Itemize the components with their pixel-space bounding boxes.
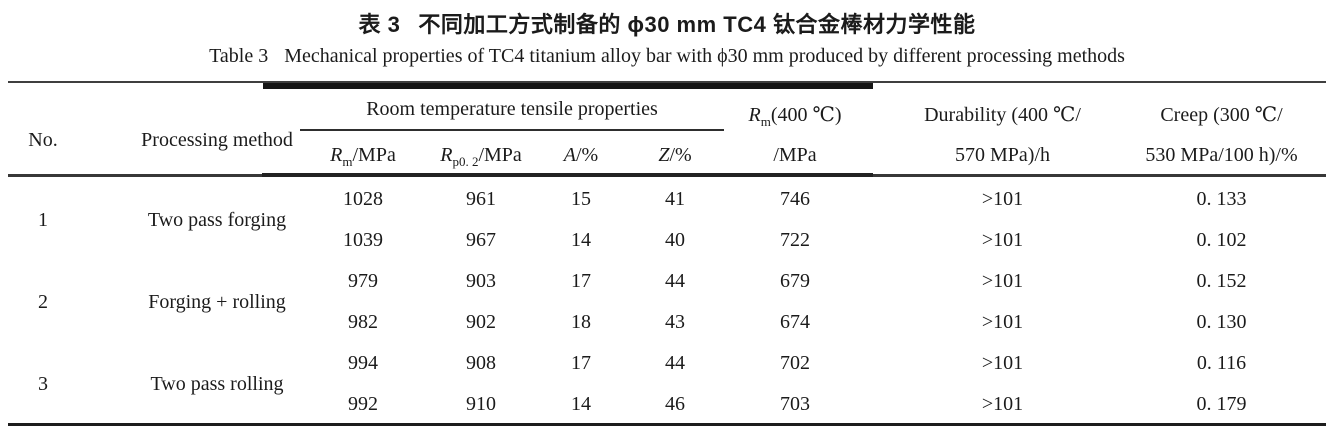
creep-line2: 530 MPa/100 h)/% bbox=[1145, 143, 1298, 166]
table-row: 982 902 18 43 674 >101 0. 130 bbox=[8, 302, 1326, 343]
mechanical-properties-table: No. Processing method Room temperature t… bbox=[8, 90, 1326, 425]
cell-z: 46 bbox=[665, 393, 685, 415]
cell-rp02: 903 bbox=[466, 270, 496, 292]
table-title-zh-label: 表 3 bbox=[358, 12, 401, 37]
table-header-bottom-rule-thick-segment bbox=[262, 173, 873, 177]
table-title-english: Table 3 Mechanical properties of TC4 tita… bbox=[0, 45, 1334, 68]
group-method: Two pass rolling bbox=[150, 372, 284, 395]
group-method: Two pass forging bbox=[147, 208, 287, 231]
table-title-zh-text: 不同加工方式制备的 ϕ30 mm TC4 钛合金棒材力学性能 bbox=[418, 12, 976, 37]
group-no: 3 bbox=[38, 372, 48, 395]
rm400-subscript: m bbox=[760, 113, 771, 129]
cell-rm: 1028 bbox=[343, 188, 383, 210]
cell-rp02: 902 bbox=[466, 311, 496, 333]
cell-rm400: 702 bbox=[780, 352, 811, 374]
z-unit: /% bbox=[669, 143, 692, 166]
group-no: 1 bbox=[38, 208, 48, 231]
cell-creep: 0. 116 bbox=[1196, 352, 1247, 374]
durability-line2: 570 MPa)/h bbox=[955, 143, 1051, 166]
cell-durability: >101 bbox=[981, 188, 1024, 210]
header-row-1: No. Processing method Room temperature t… bbox=[8, 90, 1326, 166]
header-rm-400: Rm(400 ℃) /MPa bbox=[724, 90, 866, 179]
cell-rm: 992 bbox=[348, 393, 378, 415]
header-durability: Durability (400 ℃/ 570 MPa)/h bbox=[866, 90, 1117, 179]
data-table-wrapper: No. Processing method Room temperature t… bbox=[8, 90, 1326, 425]
cell-durability: >101 bbox=[981, 229, 1024, 251]
cell-durability: >101 bbox=[981, 352, 1024, 374]
rm-symbol: R bbox=[330, 143, 343, 166]
rm400-symbol: R bbox=[748, 103, 761, 126]
header-rm: Rm/MPa bbox=[300, 130, 426, 179]
a-symbol: A bbox=[563, 143, 576, 166]
cell-rm: 994 bbox=[348, 352, 378, 374]
rm-subscript: m bbox=[342, 153, 353, 169]
table-row: 1039 967 14 40 722 >101 0. 102 bbox=[8, 220, 1326, 261]
header-rp02: Rp0. 2/MPa bbox=[426, 130, 536, 179]
cell-creep: 0. 179 bbox=[1196, 393, 1247, 415]
cell-rp02: 910 bbox=[466, 393, 496, 415]
group-method: Forging + rolling bbox=[148, 290, 286, 313]
header-row-2: Rm/MPa Rp0. 2/MPa A/% Z/% bbox=[8, 130, 1326, 179]
cell-z: 40 bbox=[665, 229, 685, 251]
rp02-subscript: p0. 2 bbox=[452, 153, 479, 169]
cell-creep: 0. 133 bbox=[1196, 188, 1247, 210]
cell-z: 44 bbox=[665, 352, 685, 374]
header-room-temperature-group: Room temperature tensile properties bbox=[300, 90, 725, 131]
header-no: No. bbox=[28, 129, 58, 151]
table-title-en-label: Table 3 bbox=[209, 45, 269, 67]
cell-rp02: 908 bbox=[466, 352, 496, 374]
table-title-en-text: Mechanical properties of TC4 titanium al… bbox=[284, 45, 1125, 67]
cell-rm: 979 bbox=[348, 270, 378, 292]
header-processing-method: Processing method bbox=[141, 129, 293, 151]
header-reduction: Z/% bbox=[626, 130, 724, 179]
header-creep: Creep (300 ℃/ 530 MPa/100 h)/% bbox=[1117, 90, 1326, 179]
table-row: 2 Forging + rolling 979 903 17 44 679 >1… bbox=[8, 261, 1326, 313]
cell-rm400: 722 bbox=[780, 229, 811, 251]
creep-line1: Creep (300 ℃/ bbox=[1160, 103, 1283, 126]
cell-z: 41 bbox=[665, 188, 685, 210]
durability-line1: Durability (400 ℃/ bbox=[924, 103, 1081, 126]
cell-rp02: 967 bbox=[466, 229, 496, 251]
cell-a: 18 bbox=[571, 311, 591, 333]
rm400-unit: /MPa bbox=[773, 143, 817, 166]
cell-rp02: 961 bbox=[466, 188, 496, 210]
cell-a: 17 bbox=[571, 352, 591, 374]
table-row: 3 Two pass rolling 994 908 17 44 702 >10… bbox=[8, 343, 1326, 395]
cell-durability: >101 bbox=[981, 393, 1024, 415]
cell-creep: 0. 102 bbox=[1196, 229, 1247, 251]
table-top-rule bbox=[8, 81, 1326, 83]
rm400-condition: (400 ℃) bbox=[770, 103, 842, 126]
table-body: 1 Two pass forging 1028 961 15 41 746 >1… bbox=[8, 179, 1326, 425]
cell-rm: 982 bbox=[348, 311, 378, 333]
cell-rm400: 703 bbox=[780, 393, 811, 415]
cell-rm: 1039 bbox=[343, 229, 383, 251]
group-no: 2 bbox=[38, 290, 48, 313]
a-unit: /% bbox=[576, 143, 599, 166]
cell-rm400: 746 bbox=[780, 188, 811, 210]
cell-rm400: 674 bbox=[780, 311, 811, 333]
table-row: 992 910 14 46 703 >101 0. 179 bbox=[8, 384, 1326, 425]
cell-creep: 0. 130 bbox=[1196, 311, 1247, 333]
table-row: 1 Two pass forging 1028 961 15 41 746 >1… bbox=[8, 179, 1326, 231]
table-top-rule-thick-segment bbox=[263, 83, 873, 89]
cell-durability: >101 bbox=[981, 311, 1024, 333]
table-header: No. Processing method Room temperature t… bbox=[8, 90, 1326, 179]
table-bottom-rule bbox=[8, 423, 1326, 426]
table-title-chinese: 表 3 不同加工方式制备的 ϕ30 mm TC4 钛合金棒材力学性能 bbox=[0, 7, 1334, 39]
cell-z: 43 bbox=[665, 311, 685, 333]
cell-a: 15 bbox=[571, 188, 591, 210]
rp02-symbol: R bbox=[440, 143, 453, 166]
cell-durability: >101 bbox=[981, 270, 1024, 292]
cell-a: 14 bbox=[571, 229, 591, 251]
z-symbol: Z bbox=[658, 143, 670, 166]
cell-z: 44 bbox=[665, 270, 685, 292]
rm-unit: /MPa bbox=[352, 143, 396, 166]
cell-rm400: 679 bbox=[780, 270, 811, 292]
cell-creep: 0. 152 bbox=[1196, 270, 1247, 292]
rp02-unit: /MPa bbox=[478, 143, 522, 166]
cell-a: 17 bbox=[571, 270, 591, 292]
header-elongation: A/% bbox=[536, 130, 626, 179]
cell-a: 14 bbox=[571, 393, 591, 415]
